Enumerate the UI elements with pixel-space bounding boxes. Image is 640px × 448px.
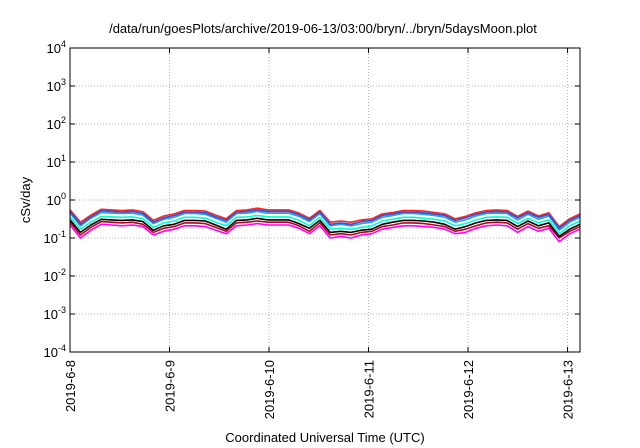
x-tick-label: 2019-6-11 xyxy=(362,360,377,418)
y-tick-label: 10-4 xyxy=(44,343,66,360)
y-tick-label: 104 xyxy=(47,39,66,56)
chart-title: /data/run/goesPlots/archive/2019-06-13/0… xyxy=(109,21,537,36)
y-tick-label: 10-3 xyxy=(44,305,66,322)
series-line xyxy=(69,220,581,239)
y-tick-label: 10-2 xyxy=(44,267,66,284)
x-axis: 2019-6-8 2019-6-9 2019-6-10 2019-6-11 2019-6… xyxy=(63,48,576,419)
y-tick-label: 10-1 xyxy=(44,229,66,246)
series-line xyxy=(69,222,581,243)
series-line xyxy=(69,210,581,231)
x-tick-label: 2019-6-8 xyxy=(63,360,78,412)
series-line xyxy=(69,209,581,230)
series-line xyxy=(69,207,581,228)
x-tick-label: 2019-6-13 xyxy=(561,360,576,419)
y-axis-label: cSv/day xyxy=(18,176,33,223)
y-tick-label: 102 xyxy=(47,115,66,132)
grid xyxy=(70,48,580,352)
series-line xyxy=(69,217,581,238)
x-tick-label: 2019-6-12 xyxy=(461,360,476,419)
series-line xyxy=(69,214,581,235)
y-axis: 10-4 10-3 10-2 10-1 100 101 102 103 104 xyxy=(44,39,580,360)
y-tick-label: 101 xyxy=(47,153,66,170)
y-tick-label: 100 xyxy=(47,191,66,208)
x-tick-label: 2019-6-10 xyxy=(262,360,277,419)
series-group xyxy=(69,207,581,243)
x-tick-label: 2019-6-9 xyxy=(163,360,178,412)
x-axis-label: Coordinated Universal Time (UTC) xyxy=(225,430,424,445)
y-tick-label: 103 xyxy=(47,77,66,94)
